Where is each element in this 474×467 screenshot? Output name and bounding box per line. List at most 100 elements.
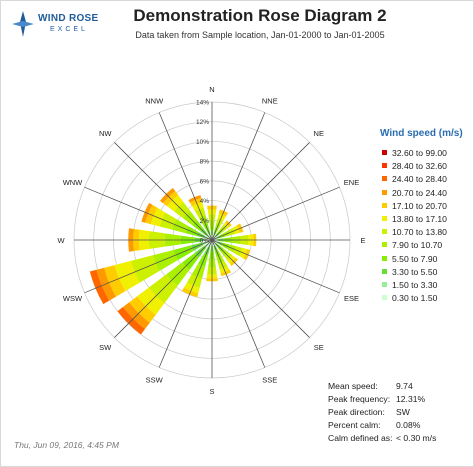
legend-swatch [382, 281, 387, 287]
spoke-line [114, 239, 213, 338]
radial-tick-label: 2% [200, 218, 210, 225]
rose-segment [159, 212, 177, 230]
direction-label: ESE [344, 294, 359, 303]
stat-row: Peak frequency: 12.31% [328, 393, 436, 406]
direction-label: S [209, 387, 214, 396]
legend-label: 10.70 to 13.80 [392, 227, 447, 238]
legend-item: 32.60 to 99.00 [382, 147, 447, 160]
legend-label: 0.30 to 1.50 [392, 293, 438, 304]
stat-key: Peak direction: [328, 406, 385, 417]
radial-tick-label: 10% [196, 139, 209, 146]
legend-swatch [382, 163, 387, 169]
direction-label: W [57, 236, 65, 245]
legend-swatch [382, 268, 387, 274]
spoke-line [211, 239, 310, 338]
legend-swatch [382, 215, 387, 221]
legend-swatch [382, 242, 387, 248]
stat-key: Calm defined as: [328, 432, 393, 443]
direction-label: SE [314, 343, 324, 352]
rose-segment [191, 263, 206, 279]
stat-row: Peak direction: SW [328, 406, 436, 419]
direction-label: WSW [63, 294, 83, 303]
stat-row: Mean speed: 9.74 [328, 380, 436, 393]
spoke-line [114, 142, 213, 241]
direction-label: NNW [145, 96, 164, 105]
legend-item: 28.40 to 32.60 [382, 160, 447, 173]
rose-segment [150, 207, 166, 227]
rose-segment [197, 253, 209, 267]
direction-label: NNE [262, 96, 278, 105]
rose-segment [171, 218, 189, 234]
spoke-line [211, 112, 266, 241]
brand-name: WIND ROSE [38, 13, 99, 24]
spoke-line [158, 112, 213, 241]
radial-tick-label: 8% [200, 159, 210, 166]
direction-label: NW [99, 129, 112, 138]
timestamp: Thu, Jun 09, 2016, 4:45 PM [14, 440, 119, 450]
spoke-line [211, 239, 266, 368]
direction-label: SSW [146, 376, 164, 385]
legend-swatch [382, 176, 387, 182]
legend-label: 5.50 to 7.90 [392, 253, 438, 264]
radial-tick-label: 0% [200, 238, 210, 245]
legend-item: 0.30 to 1.50 [382, 292, 447, 305]
legend-item: 10.70 to 13.80 [382, 226, 447, 239]
stat-value: 0.08% [396, 419, 421, 430]
direction-label: E [360, 236, 365, 245]
rose-segment [185, 225, 199, 237]
direction-label: SW [99, 343, 112, 352]
legend-label: 13.80 to 17.10 [392, 213, 447, 224]
spoke-line [158, 239, 213, 368]
legend-label: 28.40 to 32.60 [392, 161, 447, 172]
spoke-line [84, 239, 213, 294]
rose-segment [152, 249, 179, 272]
spoke-line [84, 186, 213, 241]
chart-title: Demonstration Rose Diagram 2 [133, 6, 387, 25]
legend-item: 7.90 to 10.70 [382, 239, 447, 252]
legend-item: 17.10 to 20.70 [382, 200, 447, 213]
spoke-line [211, 186, 340, 241]
rose-segment [173, 245, 194, 261]
legend-swatch [382, 202, 387, 208]
spoke-line [211, 239, 340, 294]
rose-segment [114, 260, 140, 292]
stat-value: 9.74 [396, 380, 413, 391]
radial-tick-label: 14% [196, 100, 209, 107]
direction-label: N [209, 85, 214, 94]
legend-item: 20.70 to 24.40 [382, 187, 447, 200]
rose-segment [186, 273, 203, 288]
speed-legend: 32.60 to 99.00 28.40 to 32.60 24.40 to 28.… [382, 147, 447, 305]
legend-item: 1.50 to 3.30 [382, 279, 447, 292]
brand-sub: EXCEL [50, 26, 88, 33]
legend-label: 24.40 to 28.40 [392, 174, 447, 185]
rose-segment [104, 265, 126, 297]
direction-label: SSE [262, 376, 277, 385]
stat-key: Mean speed: [328, 380, 378, 391]
compass-icon [12, 11, 34, 37]
stat-value: < 0.30 m/s [396, 432, 437, 443]
direction-label: NE [314, 129, 324, 138]
legend-label: 32.60 to 99.00 [392, 148, 447, 158]
legend-label: 1.50 to 3.30 [392, 279, 438, 290]
legend-item: 24.40 to 28.40 [382, 173, 447, 186]
stat-value: SW [396, 406, 410, 417]
legend-swatch [382, 189, 387, 195]
stat-key: Percent calm: [328, 419, 381, 430]
legend-swatch [382, 295, 387, 301]
chart-subtitle: Data taken from Sample location, Jan-01-… [135, 30, 385, 40]
legend-item: 3.30 to 5.50 [382, 266, 447, 279]
radial-tick-label: 12% [196, 119, 209, 126]
spoke-line [211, 142, 310, 241]
radial-tick-label: 4% [200, 198, 210, 205]
legend-item: 13.80 to 17.10 [382, 213, 447, 226]
legend-label: 3.30 to 5.50 [392, 266, 438, 277]
direction-label: WNW [63, 178, 83, 187]
legend-label: 7.90 to 10.70 [392, 240, 443, 251]
radial-tick-label: 6% [200, 178, 210, 185]
legend-item: 5.50 to 7.90 [382, 253, 447, 266]
rose-segment [130, 255, 160, 283]
direction-label: ENE [344, 178, 359, 187]
legend-swatch [382, 229, 387, 235]
legend-swatch [382, 255, 387, 261]
